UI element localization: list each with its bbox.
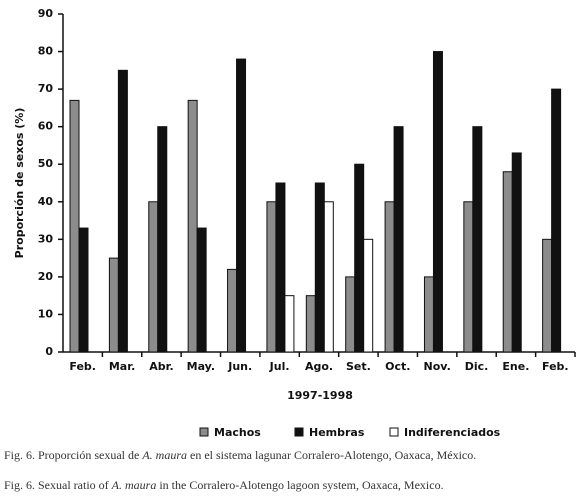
bar: [275, 182, 286, 353]
bar: [423, 276, 434, 353]
x-tick-label: Nov.: [424, 360, 451, 373]
legend-swatch: [199, 427, 209, 437]
bar: [542, 238, 553, 353]
bar: [463, 201, 474, 353]
bar: [69, 99, 80, 353]
bar: [157, 126, 168, 353]
caption: Fig. 6. Sexual ratio of A. maura in the …: [4, 478, 444, 492]
bar: [354, 163, 365, 353]
bar: [148, 201, 159, 353]
caption-text: en el sistema lagunar Corralero-Alotengo…: [187, 448, 476, 462]
y-tick-label: 10: [38, 307, 54, 320]
x-tick-label: Feb.: [542, 360, 569, 373]
bar: [502, 171, 513, 353]
bar: [305, 295, 316, 353]
x-tick-label: Feb.: [69, 360, 96, 373]
bar: [345, 276, 356, 353]
bar: [511, 152, 522, 353]
bar: [472, 126, 483, 353]
legend-swatch: [389, 427, 399, 437]
bar: [363, 238, 374, 353]
caption-text: Fig. 6. Sexual ratio of: [4, 478, 112, 492]
y-tick-label: 40: [38, 195, 54, 208]
bar: [187, 99, 198, 353]
x-tick-label: Jun.: [227, 360, 252, 373]
x-tick-label: Mar.: [109, 360, 135, 373]
bar: [284, 295, 295, 353]
y-tick-label: 30: [38, 232, 54, 245]
caption-species: A. maura: [111, 478, 157, 492]
bar: [108, 257, 119, 353]
y-tick-label: 60: [38, 120, 54, 133]
bar: [266, 201, 277, 353]
y-tick-label: 50: [38, 157, 54, 170]
bar: [227, 268, 238, 353]
legend-label: Indiferenciados: [404, 426, 501, 439]
legend-label: Machos: [214, 426, 261, 439]
bar: [314, 182, 325, 353]
bar: [384, 201, 395, 353]
bar: [236, 58, 247, 353]
legend-swatch: [294, 427, 304, 437]
x-tick-label: Dic.: [465, 360, 489, 373]
bar: [117, 69, 128, 353]
x-tick-label: Abr.: [149, 360, 173, 373]
legend-label: Hembras: [309, 426, 365, 439]
x-tick-label: Ene.: [502, 360, 529, 373]
x-tick-label: Set.: [346, 360, 371, 373]
y-tick-label: 70: [38, 82, 54, 95]
caption-text: Fig. 6. Proporción sexual de: [4, 448, 142, 462]
bar: [196, 227, 207, 353]
x-tick-label: Ago.: [305, 360, 333, 373]
caption: Fig. 6. Proporción sexual de A. maura en…: [4, 448, 476, 462]
y-axis-label: Proporción de sexos (%): [13, 108, 26, 259]
x-tick-label: Jul.: [269, 360, 290, 373]
bar: [323, 201, 334, 353]
y-tick-label: 80: [38, 45, 54, 58]
caption-species: A. maura: [141, 448, 187, 462]
y-tick-label: 20: [38, 270, 54, 283]
bar: [551, 88, 562, 353]
caption-text: in the Corralero-Alotengo lagoon system,…: [156, 478, 443, 492]
y-tick-label: 90: [38, 7, 54, 20]
bar: [78, 227, 89, 353]
x-tick-label: Oct.: [385, 360, 410, 373]
y-tick-label: 0: [45, 345, 53, 358]
x-tick-label: May.: [187, 360, 215, 373]
bar: [432, 51, 443, 353]
x-axis-label: 1997-1998: [287, 389, 353, 402]
bar: [393, 126, 404, 353]
